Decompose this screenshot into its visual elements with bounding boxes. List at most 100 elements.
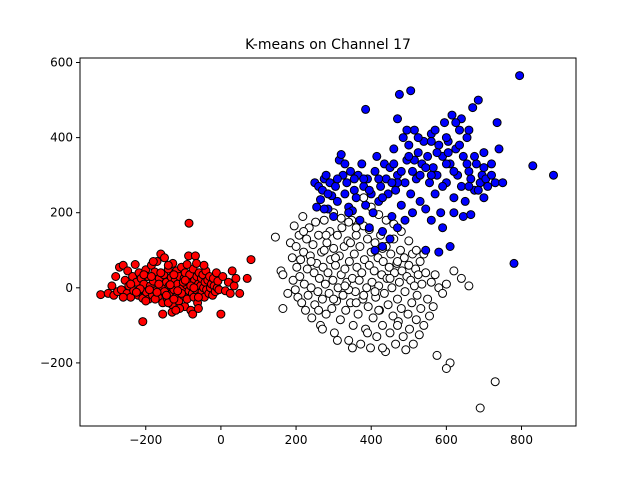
data-point-cluster-3 — [443, 148, 453, 158]
data-point-cluster-3 — [434, 247, 444, 257]
data-point-cluster-1 — [118, 292, 128, 302]
data-point-cluster-1 — [130, 260, 140, 269]
data-point-cluster-3 — [426, 170, 436, 180]
data-point-cluster-1 — [138, 317, 148, 327]
data-point-cluster-2 — [370, 238, 380, 248]
data-point-cluster-1 — [165, 280, 175, 290]
data-point-cluster-2 — [357, 268, 367, 278]
data-point-cluster-2 — [394, 277, 404, 287]
data-point-cluster-3 — [351, 193, 361, 203]
data-point-cluster-2 — [318, 262, 328, 272]
data-point-cluster-2 — [426, 277, 436, 287]
data-point-cluster-1 — [246, 255, 256, 265]
data-point-cluster-1 — [173, 286, 183, 296]
data-point-cluster-2 — [438, 288, 448, 298]
data-point-cluster-3 — [323, 189, 333, 199]
data-point-cluster-3 — [394, 89, 404, 99]
data-point-cluster-1 — [169, 270, 179, 280]
data-point-cluster-2 — [359, 290, 369, 300]
data-point-cluster-2 — [490, 377, 500, 387]
data-point-cluster-2 — [368, 313, 378, 323]
data-point-cluster-1 — [158, 309, 168, 319]
data-point-cluster-2 — [344, 257, 354, 266]
data-point-cluster-2 — [364, 260, 374, 270]
data-point-cluster-2 — [419, 320, 429, 330]
data-point-cluster-3 — [447, 110, 457, 120]
data-point-cluster-2 — [291, 242, 301, 251]
data-point-cluster-2 — [363, 328, 372, 338]
data-point-cluster-2 — [456, 273, 466, 283]
data-point-cluster-2 — [387, 283, 397, 293]
data-point-cluster-3 — [462, 133, 472, 143]
data-point-cluster-3 — [370, 245, 380, 255]
data-point-cluster-2 — [321, 309, 331, 319]
data-point-cluster-2 — [317, 294, 327, 304]
data-point-cluster-3 — [498, 178, 508, 188]
data-point-cluster-3 — [438, 181, 448, 191]
data-point-cluster-1 — [192, 258, 201, 268]
data-point-cluster-1 — [111, 272, 121, 281]
data-point-cluster-2 — [425, 311, 434, 321]
data-point-cluster-3 — [440, 118, 449, 128]
data-point-cluster-2 — [404, 260, 414, 270]
data-point-cluster-2 — [353, 309, 363, 319]
data-point-cluster-2 — [299, 227, 309, 236]
data-point-cluster-2 — [393, 257, 402, 266]
data-point-cluster-3 — [396, 200, 406, 210]
data-point-cluster-1 — [227, 266, 237, 276]
data-point-cluster-2 — [296, 255, 306, 265]
data-point-cluster-1 — [225, 288, 235, 298]
data-point-cluster-2 — [383, 300, 393, 310]
data-point-cluster-2 — [278, 270, 288, 280]
data-point-cluster-2 — [393, 294, 402, 304]
data-point-cluster-1 — [171, 305, 181, 315]
data-point-cluster-1 — [163, 260, 173, 270]
data-point-cluster-3 — [391, 185, 401, 195]
data-point-cluster-3 — [473, 185, 483, 195]
data-point-cluster-2 — [303, 290, 313, 300]
x-tick-label: 400 — [360, 433, 383, 447]
y-tick-label: −200 — [40, 356, 73, 370]
data-point-cluster-2 — [287, 253, 297, 263]
data-point-cluster-2 — [464, 281, 474, 291]
x-tick-label: 200 — [285, 433, 308, 447]
data-point-cluster-2 — [407, 298, 417, 308]
data-point-cluster-1 — [131, 287, 141, 297]
data-point-cluster-2 — [307, 313, 317, 323]
data-point-cluster-3 — [494, 144, 504, 154]
data-point-cluster-3 — [428, 163, 438, 173]
data-point-cluster-2 — [378, 320, 387, 330]
data-point-cluster-2 — [413, 270, 423, 280]
data-point-cluster-3 — [368, 208, 378, 218]
data-point-cluster-2 — [378, 343, 387, 353]
data-point-cluster-3 — [389, 159, 399, 169]
data-point-cluster-1 — [193, 304, 203, 313]
data-point-cluster-2 — [344, 335, 354, 345]
data-point-cluster-3 — [455, 125, 464, 135]
data-point-cluster-2 — [359, 193, 369, 203]
data-point-cluster-2 — [340, 281, 350, 291]
data-point-cluster-3 — [471, 159, 481, 169]
data-point-cluster-3 — [332, 196, 342, 206]
data-point-cluster-2 — [378, 257, 388, 266]
data-point-cluster-2 — [405, 324, 414, 334]
data-point-cluster-2 — [398, 332, 408, 342]
data-point-cluster-3 — [432, 148, 442, 158]
plot-frame — [79, 57, 577, 427]
data-point-cluster-1 — [216, 309, 226, 319]
data-point-cluster-1 — [229, 281, 239, 291]
data-point-cluster-3 — [396, 166, 406, 176]
data-point-cluster-3 — [364, 223, 374, 233]
data-point-cluster-2 — [299, 247, 309, 257]
data-point-cluster-3 — [445, 242, 455, 251]
data-point-cluster-2 — [306, 257, 316, 266]
data-point-cluster-3 — [316, 195, 325, 205]
data-point-cluster-1 — [184, 218, 194, 228]
data-point-cluster-3 — [421, 163, 431, 173]
data-point-cluster-2 — [351, 298, 361, 308]
data-point-cluster-2 — [385, 273, 395, 283]
data-point-cluster-3 — [408, 166, 417, 176]
data-point-cluster-2 — [319, 245, 329, 255]
